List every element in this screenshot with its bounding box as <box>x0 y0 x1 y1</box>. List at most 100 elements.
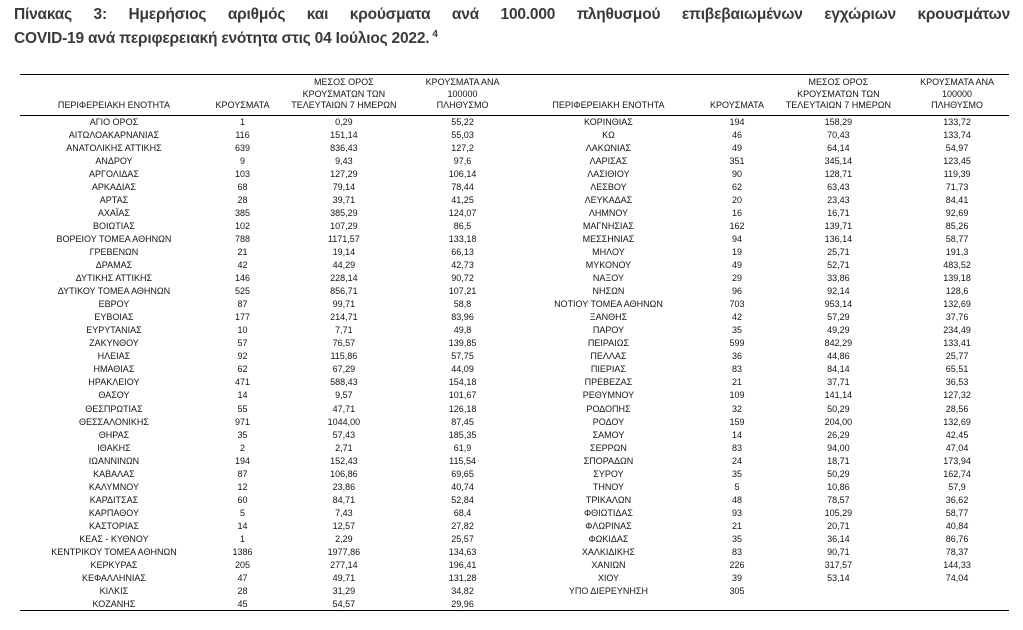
cell-region: ΛΕΣΒΟΥ <box>590 181 627 192</box>
cell-cases: 24 <box>732 455 743 466</box>
table-header-right: ΠΕΡΙΦΕΡΕΙΑΚΗ ΕΝΟΤΗΤΑ ΚΡΟΥΣΜΑΤΑ ΜΕΣΟΣ ΟΡΟ… <box>514 75 1009 116</box>
cell-avg7: 10,86 <box>827 481 850 492</box>
cell-region: ΚΑΡΠΑΘΟΥ <box>88 507 139 518</box>
cell-cases: 305 <box>729 586 745 597</box>
cell-per100k: 44,09 <box>451 364 474 375</box>
cell-cases: 60 <box>237 494 248 505</box>
cell-region: ΝΑΞΟΥ <box>592 273 624 284</box>
cell-region: ΘΗΡΑΣ <box>98 429 130 440</box>
cell-region: ΘΕΣΠΡΩΤΙΑΣ <box>85 403 143 414</box>
cell-avg7: 139,71 <box>824 220 853 231</box>
cell-avg7: 33,86 <box>827 273 850 284</box>
table-row: ΔΥΤΙΚΗΣ ΑΤΤΙΚΗΣ 146 228,14 90,72 <box>20 272 515 285</box>
cell-region: ΛΑΡΙΣΑΣ <box>589 155 628 166</box>
cell-region: ΧΙΟΥ <box>597 573 620 584</box>
cell-per100k: 173,94 <box>943 455 971 466</box>
cell-per100k: 29,96 <box>451 599 474 610</box>
cell-avg7: 2,71 <box>335 442 353 453</box>
cell-cases: 162 <box>729 220 745 231</box>
cell-avg7: 90,71 <box>827 547 850 558</box>
header-cases-per-100000: ΚΡΟΥΣΜΑΤΑ ΑΝΑ 100000 ΠΛΗΘΥΣΜΟ <box>905 75 1009 116</box>
table-row: ΤΗΝΟΥ 5 10,86 57,9 <box>515 481 1010 494</box>
table-caption: Πίνακας 3: Ημερήσιος αριθμός και κρούσμα… <box>14 6 1010 48</box>
cell-avg7: 52,71 <box>827 259 850 270</box>
cell-cases: 10 <box>237 325 248 336</box>
cell-per100k: 123,45 <box>943 155 971 166</box>
cell-avg7: 204,00 <box>824 416 853 427</box>
cell-per100k: 139,85 <box>448 338 477 349</box>
cell-region: ΘΕΣΣΑΛΟΝΙΚΗΣ <box>78 416 149 427</box>
cell-avg7: 70,43 <box>827 129 850 140</box>
table-row: ΛΑΡΙΣΑΣ 351 345,14 123,45 <box>515 155 1010 168</box>
cell-avg7: 953,14 <box>824 299 853 310</box>
cell-region: ΚΑΡΔΙΤΣΑΣ <box>89 494 139 505</box>
cell-avg7: 92,14 <box>827 286 850 297</box>
cell-region: ΣΕΡΡΩΝ <box>590 442 627 453</box>
cell-per100k: 71,73 <box>945 181 969 192</box>
cell-region: ΛΗΜΝΟΥ <box>588 207 629 218</box>
cell-cases: 14 <box>732 429 743 440</box>
cell-cases: 57 <box>237 338 248 349</box>
cell-cases: 94 <box>732 233 743 244</box>
cell-region: ΦΘΙΩΤΙΔΑΣ <box>583 507 633 518</box>
table-row: ΚΕΦΑΛΛΗΝΙΑΣ 47 49,71 131,28 <box>20 572 515 585</box>
cell-per100k: 36,62 <box>945 494 969 505</box>
cell-avg7: 151,14 <box>330 129 358 140</box>
cell-avg7: 25,71 <box>827 246 850 257</box>
cell-region: ΛΑΚΩΝΙΑΣ <box>585 142 632 153</box>
cell-per100k: 483,52 <box>943 259 971 270</box>
cell-cases: 55 <box>237 403 248 414</box>
cell-per100k: 144,33 <box>943 560 971 571</box>
cell-per100k: 84,41 <box>945 194 969 205</box>
cell-cases: 9 <box>240 155 246 166</box>
cell-region: ΥΠΟ ΔΙΕΡΕΥΝΗΣΗ <box>568 586 648 597</box>
header-cases: ΚΡΟΥΣΜΑΤΑ <box>207 75 278 116</box>
cell-avg7: 44,29 <box>332 259 356 270</box>
cell-cases: 194 <box>235 455 251 466</box>
cell-per100k: 90,72 <box>451 273 474 284</box>
cell-avg7: 588,43 <box>330 377 358 388</box>
cell-avg7: 127,29 <box>330 168 358 179</box>
table-row: ΠΕΙΡΑΙΩΣ 599 842,29 133,41 <box>515 337 1010 350</box>
cell-cases: 194 <box>729 116 745 127</box>
cell-cases: 62 <box>237 364 248 375</box>
cell-avg7: 107,29 <box>330 220 358 231</box>
cell-avg7: 152,43 <box>330 455 358 466</box>
cell-per100k: 42,73 <box>451 259 474 270</box>
cell-avg7: 0,29 <box>335 116 353 127</box>
table-row: ΧΑΛΚΙΔΙΚΗΣ 83 90,71 78,37 <box>515 546 1010 559</box>
table-row: ΚΑΡΠΑΘΟΥ 5 7,43 68,4 <box>20 507 515 520</box>
cell-region: ΜΑΓΝΗΣΙΑΣ <box>582 220 634 231</box>
table-row: ΘΕΣΣΑΛΟΝΙΚΗΣ 971 1044,00 87,45 <box>20 416 515 429</box>
cell-region: ΑΧΑΪΑΣ <box>97 207 130 218</box>
table-row: ΣΑΜΟΥ 14 26,29 42,45 <box>515 429 1010 442</box>
cell-per100k: 124,07 <box>448 207 477 218</box>
table-row: ΥΠΟ ΔΙΕΡΕΥΝΗΣΗ 305 <box>515 585 1010 598</box>
cell-region: ΚΕΡΚΥΡΑΣ <box>90 560 138 571</box>
cell-region: ΔΥΤΙΚΗΣ ΑΤΤΙΚΗΣ <box>75 273 153 284</box>
cell-region: ΕΥΒΟΙΑΣ <box>94 312 134 323</box>
cell-region: ΧΑΛΚΙΔΙΚΗΣ <box>581 547 635 558</box>
cell-region: ΡΟΔΟΠΗΣ <box>586 403 631 414</box>
cell-per100k: 47,04 <box>945 442 969 453</box>
cell-per100k: 154,18 <box>448 377 477 388</box>
cell-region: ΠΕΛΛΑΣ <box>590 351 627 362</box>
cell-avg7: 78,57 <box>827 494 850 505</box>
cell-avg7: 37,71 <box>827 377 850 388</box>
table-row: ΓΡΕΒΕΝΩΝ 21 19,14 66,13 <box>20 246 515 259</box>
table-row: ΚΑΛΥΜΝΟΥ 12 23,86 40,74 <box>20 481 515 494</box>
table-row: ΝΗΣΩΝ 96 92,14 128,6 <box>515 285 1010 298</box>
table-row: ΠΙΕΡΙΑΣ 83 84,14 65,51 <box>515 363 1010 376</box>
table-row: ΑΝΑΤΟΛΙΚΗΣ ΑΤΤΙΚΗΣ 639 836,43 127,2 <box>20 142 515 155</box>
table-row: ΜΕΣΣΗΝΙΑΣ 94 136,14 58,77 <box>515 233 1010 246</box>
table-row: ΜΑΓΝΗΣΙΑΣ 162 139,71 85,26 <box>515 220 1010 233</box>
cell-cases: 90 <box>732 168 743 179</box>
cell-avg7: 141,14 <box>824 390 853 401</box>
cell-per100k: 97,6 <box>453 155 472 166</box>
cell-per100k: 133,74 <box>943 129 971 140</box>
cell-per100k: 127,2 <box>451 142 474 153</box>
table-row: ΖΑΚΥΝΘΟΥ 57 76,57 139,85 <box>20 337 515 350</box>
table-row: ΘΗΡΑΣ 35 57,43 185,35 <box>20 429 515 442</box>
covid-table-right-half: ΠΕΡΙΦΕΡΕΙΑΚΗ ΕΝΟΤΗΤΑ ΚΡΟΥΣΜΑΤΑ ΜΕΣΟΣ ΟΡΟ… <box>514 75 1010 598</box>
